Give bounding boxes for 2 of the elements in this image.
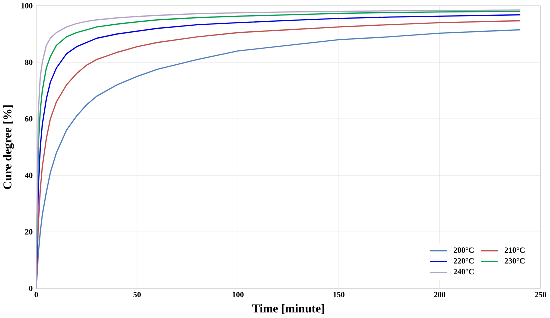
x-axis-title: Time [minute]: [252, 304, 324, 314]
y-axis-title: Cure degree [%]: [3, 106, 14, 190]
